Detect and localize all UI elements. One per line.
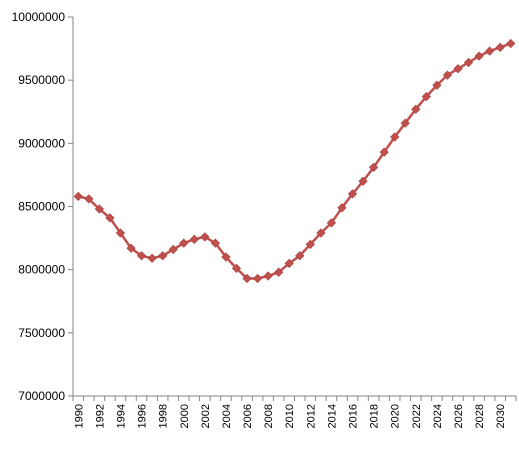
x-tick-label: 2024	[432, 404, 444, 428]
data-point-marker	[168, 244, 178, 255]
data-point-marker	[284, 258, 294, 268]
data-point-marker	[453, 64, 463, 74]
y-axis-tick-labels: 7000000 7500000 8000000 8500000 9000000 95000…	[12, 10, 66, 403]
x-tick-label: 1992	[94, 404, 106, 428]
y-tick-label: 7000000	[18, 389, 65, 403]
x-axis-tick-labels: 1990 1992 1994 1996 1998 2000 2002 2004 2006 2008…	[73, 404, 507, 428]
data-point-marker	[463, 57, 474, 68]
data-point-marker	[115, 228, 126, 238]
data-point-marker	[485, 46, 495, 56]
data-point-marker	[105, 213, 115, 223]
data-point-marker	[210, 238, 221, 248]
data-point-marker	[274, 267, 284, 277]
x-tick-label: 1994	[115, 404, 127, 428]
x-tick-label: 2010	[284, 404, 296, 428]
x-tick-label: 2004	[221, 404, 233, 428]
data-point-marker	[337, 203, 347, 213]
data-point-marker	[495, 42, 505, 52]
x-tick-label: 2020	[390, 404, 402, 428]
data-point-marker	[326, 218, 337, 228]
data-point-marker	[347, 189, 358, 199]
data-point-marker	[358, 176, 368, 186]
data-point-marker	[263, 271, 273, 281]
x-tick-label: 2014	[326, 404, 338, 428]
data-point-marker	[379, 147, 389, 157]
data-point-marker	[200, 232, 210, 242]
x-tick-label: 2022	[411, 404, 423, 428]
data-point-marker	[158, 251, 168, 261]
x-tick-label: 2006	[242, 404, 254, 428]
x-tick-label: 1996	[137, 404, 149, 428]
data-point-marker	[126, 243, 136, 253]
y-tick-label: 9000000	[18, 136, 65, 150]
data-point-marker	[368, 162, 379, 172]
x-tick-label: 2028	[474, 404, 486, 428]
data-point-marker	[316, 228, 326, 238]
series-line	[77, 42, 512, 280]
data-point-marker	[73, 191, 83, 202]
y-tick-label: 8000000	[18, 263, 65, 277]
data-point-marker	[432, 80, 442, 90]
data-point-marker	[242, 273, 252, 284]
data-point-marker	[421, 91, 431, 102]
data-point-marker	[147, 253, 157, 263]
data-point-marker	[94, 204, 104, 214]
x-tick-label: 1998	[158, 404, 170, 428]
x-tick-label: 1990	[73, 404, 85, 428]
data-point-marker	[136, 251, 147, 261]
y-tick-label: 8500000	[18, 200, 65, 214]
x-tick-label: 2012	[305, 404, 317, 428]
data-point-marker	[252, 273, 263, 284]
data-point-marker	[474, 51, 484, 61]
data-point-marker	[221, 252, 231, 262]
data-point-marker	[400, 118, 410, 128]
data-point-marker	[390, 132, 400, 142]
x-tick-label: 2008	[263, 404, 275, 428]
data-point-marker	[295, 251, 305, 261]
data-point-marker	[305, 239, 315, 250]
x-tick-label: 2002	[200, 404, 212, 428]
x-tick-label: 2016	[348, 404, 360, 428]
data-point-marker	[442, 70, 453, 80]
data-point-marker	[189, 234, 199, 244]
y-tick-label: 10000000	[12, 10, 66, 24]
data-point-marker	[179, 238, 189, 248]
data-point-marker	[84, 194, 94, 204]
x-tick-label: 2026	[453, 404, 465, 428]
x-tick-label: 2000	[179, 404, 191, 428]
y-tick-label: 9500000	[18, 73, 65, 87]
chart-axes	[68, 16, 517, 401]
data-point-marker	[506, 38, 516, 49]
data-point-marker	[231, 263, 242, 274]
x-tick-label: 2018	[369, 404, 381, 428]
data-point-marker	[411, 104, 421, 114]
series-group	[73, 38, 516, 284]
x-tick-label: 2030	[495, 404, 507, 428]
y-tick-label: 7500000	[18, 326, 65, 340]
